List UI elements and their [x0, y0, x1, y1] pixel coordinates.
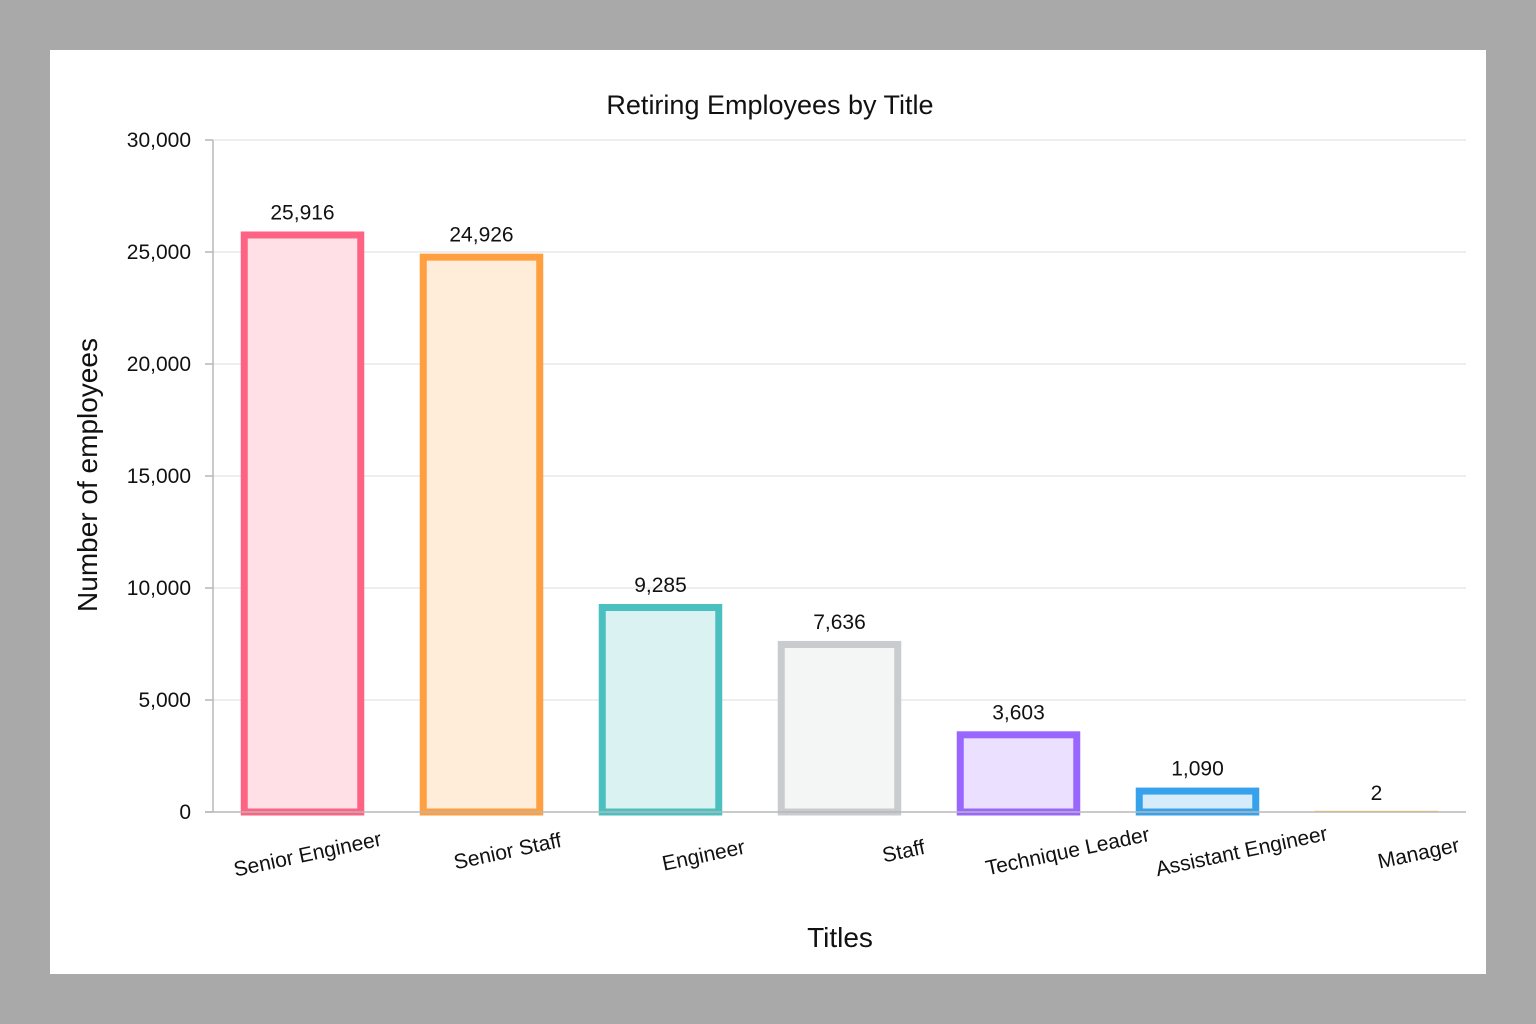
value-label: 2: [1371, 782, 1383, 805]
bar-chart: Retiring Employees by Title 0 5,000 10,000…: [72, 90, 1466, 953]
x-tick-label: Assistant Engineer: [1154, 822, 1330, 881]
y-tick-label: 0: [179, 801, 191, 824]
y-tick-label: 25,000: [127, 241, 191, 264]
x-tick-label: Engineer: [660, 836, 747, 876]
axes: [205, 140, 1466, 813]
x-tick-label: Technique Leader: [984, 823, 1152, 880]
x-tick-label: Staff: [880, 836, 927, 867]
value-label: 25,916: [270, 201, 334, 224]
y-tick-label: 20,000: [127, 353, 191, 376]
y-tick-label: 15,000: [127, 465, 191, 488]
x-axis-ticks: Senior Engineer Senior Staff Engineer Staff…: [232, 822, 1462, 881]
gridlines: [205, 139, 1466, 701]
chart-title: Retiring Employees by Title: [606, 90, 933, 120]
bars: [240, 231, 1439, 816]
bar-senior-engineer: [240, 231, 365, 816]
x-tick-label: Senior Engineer: [232, 828, 384, 882]
bar-technique-leader: [956, 731, 1081, 816]
y-tick-label: 30,000: [127, 129, 191, 152]
value-labels: 25,916 24,926 9,285 7,636 3,603 1,090 2: [270, 201, 1382, 804]
y-tick-label: 10,000: [127, 577, 191, 600]
x-tick-label: Senior Staff: [452, 829, 564, 874]
y-axis-title: Number of employees: [72, 338, 103, 612]
y-tick-label: 5,000: [138, 689, 191, 712]
bar-senior-staff: [419, 253, 544, 816]
x-axis-title: Titles: [807, 922, 873, 953]
value-label: 3,603: [992, 701, 1045, 724]
value-label: 24,926: [449, 224, 513, 247]
y-axis-ticks: 0 5,000 10,000 15,000 20,000 25,000 30,000: [127, 129, 213, 824]
bar-assistant-engineer: [1135, 787, 1260, 816]
bar-staff: [777, 640, 902, 816]
bar-engineer: [598, 604, 723, 816]
x-tick-label: Manager: [1376, 834, 1462, 874]
value-label: 9,285: [634, 574, 687, 597]
chart-card: Retiring Employees by Title 0 5,000 10,000…: [50, 50, 1486, 974]
value-label: 7,636: [813, 611, 866, 634]
value-label: 1,090: [1171, 758, 1224, 781]
